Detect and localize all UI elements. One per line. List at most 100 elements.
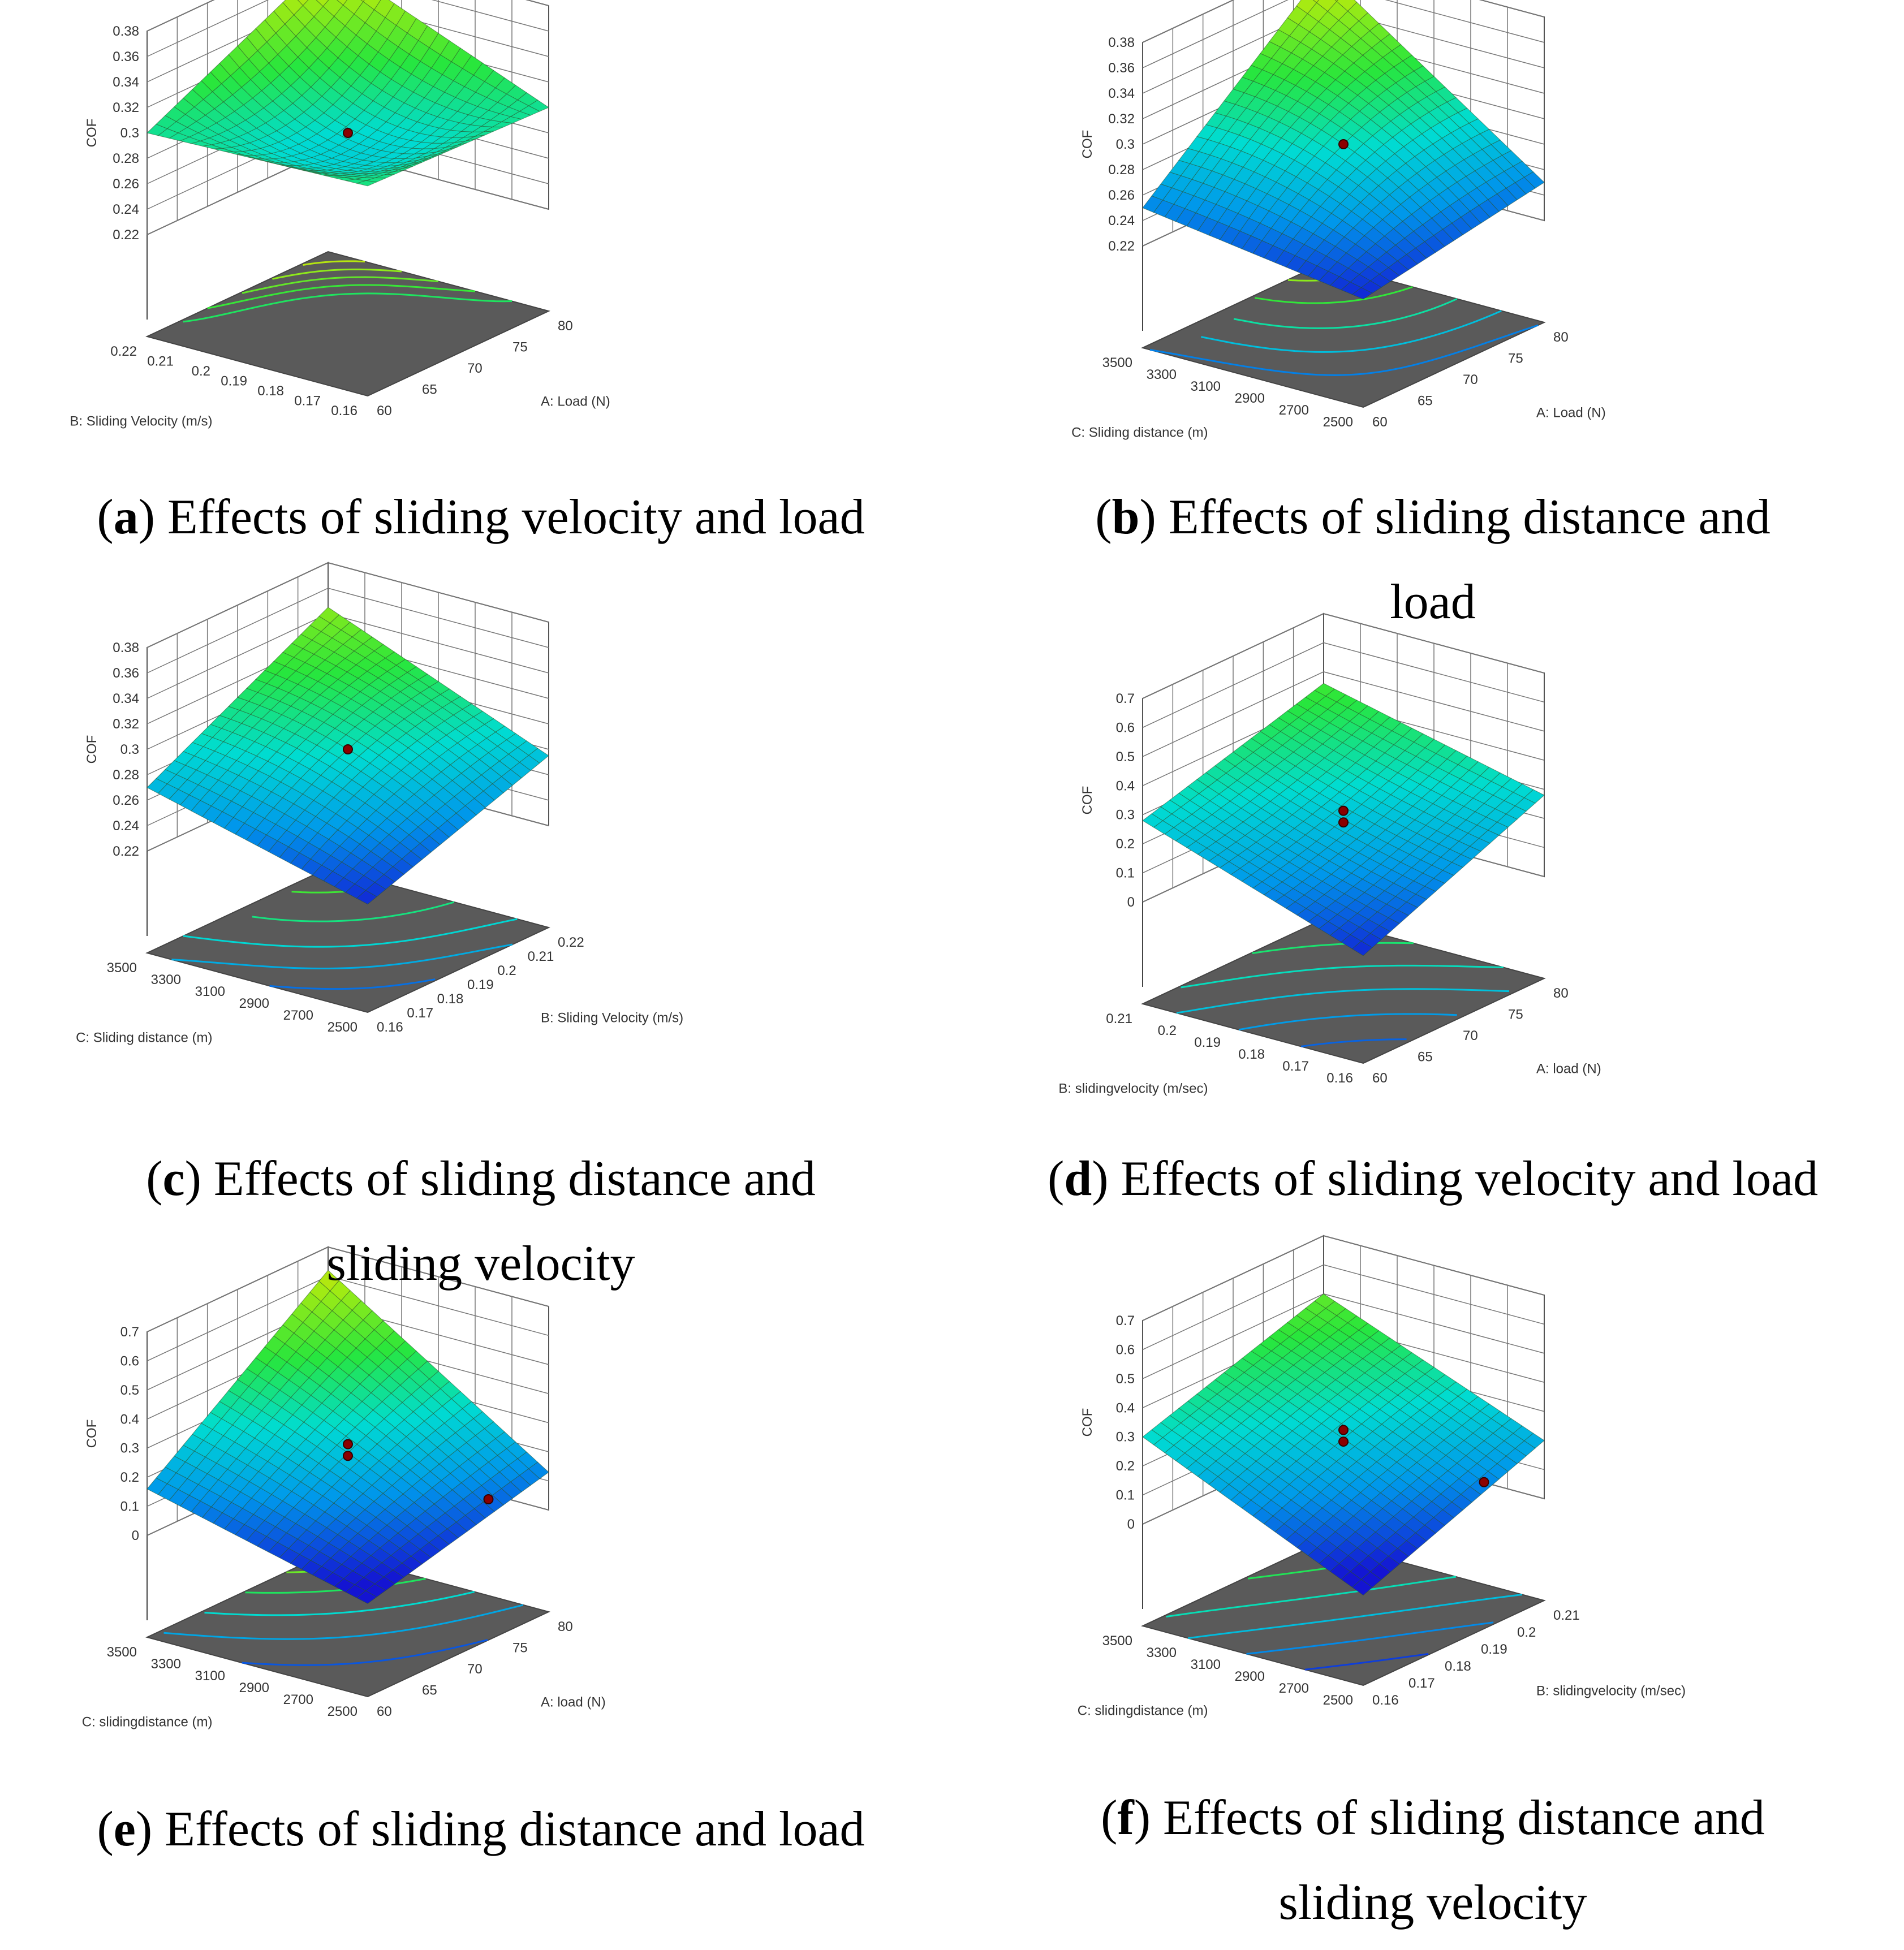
y-tick-label: 3500 [107,1645,137,1660]
x-tick-label: 0.17 [407,1006,433,1021]
y-tick-label: 2700 [283,1692,313,1707]
surface-cell [297,0,309,6]
contour-line [272,268,402,280]
caption-text: Effects of sliding distance and [213,1151,816,1206]
z-tick-label: 0.6 [1116,1342,1135,1357]
contour-line [1166,1576,1457,1618]
x-tick-label: 0.21 [528,949,554,964]
design-point [1479,1477,1489,1487]
y-tick-label: 2500 [1323,1693,1353,1708]
y-tick-label: 0.22 [110,344,137,359]
y-tick-label: 3300 [1147,367,1177,382]
z-tick-label: 0.4 [120,1412,139,1427]
z-tick-label: 0 [1127,895,1135,910]
contour-line [252,901,455,922]
y-axis-label: C: Sliding distance (m) [1071,425,1208,440]
z-tick-label: 0 [1127,1517,1135,1532]
y-tick-label: 0.19 [1194,1035,1221,1050]
contour-line [183,918,518,948]
z-tick-label: 0.32 [1108,111,1135,127]
y-tick-label: 2900 [239,996,269,1011]
x-axis-label: A: Load (N) [1536,405,1606,421]
y-tick-label: 0.2 [1158,1023,1177,1038]
contour-line [1300,1038,1407,1047]
z-tick-label: 0.22 [113,227,139,243]
caption-letter: d [1064,1151,1092,1206]
design-point [1338,805,1349,816]
z-tick-label: 0.24 [113,818,139,834]
z-tick-label: 0.24 [113,202,139,217]
z-tick-label: 0.24 [1108,213,1135,228]
design-point [343,128,353,138]
surface-cell [336,0,348,6]
chart-panel-a: 0.22 0.24 0.26 0.28 0.3 0.32 0.34 0.36 0.38 COF 60… [70,0,622,481]
y-axis-label: C: slidingdistance (m) [1078,1703,1208,1718]
y-tick-label: 2700 [1279,403,1309,418]
contour-line [183,292,512,323]
z-tick-label: 0.3 [1116,137,1135,152]
contour-line [1176,988,1510,1014]
z-tick-label: 0.4 [1116,1400,1135,1416]
z-tick-label: 0.36 [113,666,139,681]
x-tick-label: 0.18 [1445,1659,1471,1674]
z-tick-label: 0.32 [113,100,139,115]
contour-line [207,284,476,309]
contour-line [269,978,436,990]
y-tick-label: 0.19 [221,374,247,389]
z-tick-label: 0.3 [120,1441,139,1456]
z-tick-label: 0.34 [113,75,139,90]
z-tick-label: 0.22 [113,844,139,859]
z-tick-label: 0.28 [1108,162,1135,178]
contour-line [242,1639,488,1666]
z-tick-label: 0.4 [1116,778,1135,793]
caption-text: Effects of sliding distance and [1168,490,1771,545]
y-tick-label: 3100 [195,1668,225,1684]
x-axis-label: A: Load (N) [541,394,610,409]
chart-panel-d: 0 0.1 0.2 0.3 0.4 0.5 0.6 0.7 COF 60 65 70 75 80 A: lo… [1058,612,1618,1148]
contour-line [1238,1013,1457,1031]
z-tick-label: 0.36 [1108,61,1135,76]
x-tick-label: 75 [512,340,528,355]
x-tick-label: 0.16 [1372,1693,1399,1708]
caption-letter: e [113,1802,136,1857]
surface-plot-e: 0 0.1 0.2 0.3 0.4 0.5 0.6 0.7 COF 60 65 70 75 80 A: lo… [82,1246,606,1729]
caption-text: Effects of sliding velocity and load [167,490,865,545]
z-axis-label: COF [84,119,100,148]
z-tick-label: 0.34 [1108,86,1135,101]
x-tick-label: 80 [558,1619,573,1634]
z-tick-label: 0.7 [120,1325,139,1340]
y-axis-label: C: Sliding distance (m) [76,1030,212,1045]
z-tick-label: 0.5 [1116,1371,1135,1387]
x-axis-label: A: load (N) [541,1695,606,1710]
caption-d: (d) Effects of sliding velocity and load [1047,1151,1819,1206]
y-tick-label: 2500 [328,1020,357,1035]
y-axis-label: B: slidingvelocity (m/sec) [1058,1081,1208,1096]
y-tick-label: 3100 [1191,1657,1221,1672]
contour-line [163,1604,524,1640]
contour-line [1149,324,1539,376]
response-surface [1142,1293,1545,1596]
z-tick-label: 0.7 [1116,1313,1135,1328]
x-tick-label: 75 [1508,1007,1523,1023]
surface-plot-a: 0.22 0.24 0.26 0.28 0.3 0.32 0.34 0.36 0.38 COF 60… [70,0,610,429]
z-tick-label: 0.38 [113,640,139,655]
z-axis-label: COF [1080,130,1095,159]
z-tick-label: 0.22 [1108,239,1135,254]
y-tick-label: 3300 [1147,1645,1177,1660]
contour-line [1304,1653,1429,1671]
y-tick-label: 0.21 [1106,1011,1132,1026]
design-point [343,1439,353,1449]
y-tick-label: 3300 [151,972,181,987]
contour-line [1201,310,1502,353]
z-axis-label: COF [84,1420,100,1448]
x-tick-label: 70 [467,1662,483,1677]
contour-line [1233,298,1458,329]
z-tick-label: 0.3 [120,126,139,141]
x-tick-label: 0.19 [467,977,494,993]
z-axis-label: COF [1080,1408,1095,1437]
response-surface [146,0,550,187]
x-tick-label: 70 [467,361,483,376]
y-tick-label: 3100 [1191,379,1221,394]
contour-line [1188,1594,1523,1640]
z-axis-label: COF [1080,786,1095,815]
